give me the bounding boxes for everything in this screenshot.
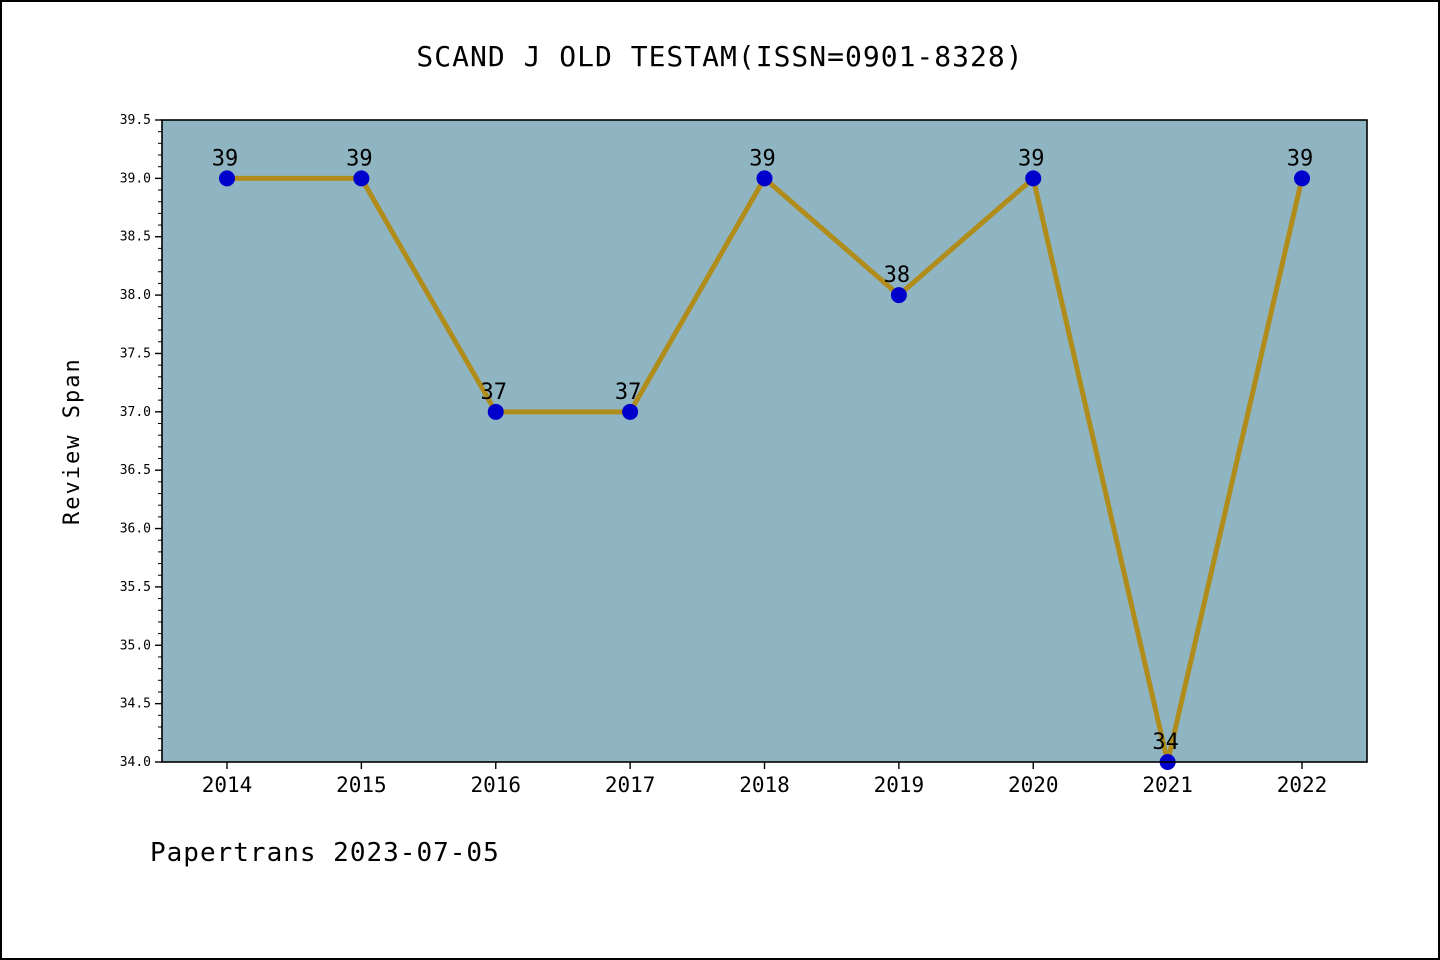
svg-text:38.5: 38.5 <box>120 230 151 245</box>
svg-text:2022: 2022 <box>1277 773 1328 797</box>
svg-text:34.0: 34.0 <box>120 755 151 770</box>
svg-text:39: 39 <box>1018 146 1045 171</box>
data-point <box>353 170 370 187</box>
svg-text:2014: 2014 <box>202 773 253 797</box>
svg-text:37.5: 37.5 <box>120 346 151 361</box>
data-point <box>1025 170 1042 187</box>
data-markers <box>219 170 1310 770</box>
svg-text:2020: 2020 <box>1008 773 1059 797</box>
svg-text:39: 39 <box>749 146 776 171</box>
data-point <box>487 403 504 420</box>
data-point <box>756 170 773 187</box>
svg-text:34: 34 <box>1152 730 1179 755</box>
watermark-text: Papertrans 2023-07-05 <box>150 838 500 868</box>
svg-text:39.5: 39.5 <box>120 113 151 128</box>
svg-text:2015: 2015 <box>336 773 387 797</box>
svg-text:37: 37 <box>481 380 508 405</box>
svg-text:2017: 2017 <box>605 773 656 797</box>
svg-text:34.5: 34.5 <box>120 697 151 712</box>
svg-text:36.5: 36.5 <box>120 463 151 478</box>
data-point <box>219 170 235 187</box>
svg-text:35.5: 35.5 <box>120 580 151 595</box>
svg-text:2021: 2021 <box>1142 773 1193 797</box>
plot-background <box>162 120 1367 762</box>
y-axis-ticks: 34.0 34.5 35.0 35.5 36.0 36.5 37.0 37.5 38.0 38.5… <box>120 113 162 770</box>
svg-text:2016: 2016 <box>470 773 521 797</box>
svg-text:39.0: 39.0 <box>120 171 151 186</box>
svg-text:38: 38 <box>884 263 911 288</box>
x-axis-ticks: 2014 2015 2016 2017 2018 2019 2020 2021 2022 <box>202 762 1328 797</box>
svg-text:2019: 2019 <box>874 773 925 797</box>
svg-text:39: 39 <box>346 146 373 171</box>
data-point <box>1294 170 1310 187</box>
svg-text:2018: 2018 <box>739 773 790 797</box>
svg-text:36.0: 36.0 <box>120 522 151 537</box>
plot-frame <box>161 119 1368 763</box>
svg-text:38.0: 38.0 <box>120 288 151 303</box>
svg-text:39: 39 <box>212 146 239 171</box>
data-point <box>890 287 907 304</box>
svg-text:37: 37 <box>615 380 642 405</box>
svg-text:37.0: 37.0 <box>120 405 151 420</box>
svg-text:35.0: 35.0 <box>120 638 151 653</box>
data-point <box>622 403 639 420</box>
data-point-labels: 39 39 37 37 39 38 39 34 39 <box>212 146 1314 755</box>
svg-text:39: 39 <box>1287 146 1314 171</box>
chart-title: SCAND J OLD TESTAM(ISSN=0901-8328) <box>416 40 1024 73</box>
